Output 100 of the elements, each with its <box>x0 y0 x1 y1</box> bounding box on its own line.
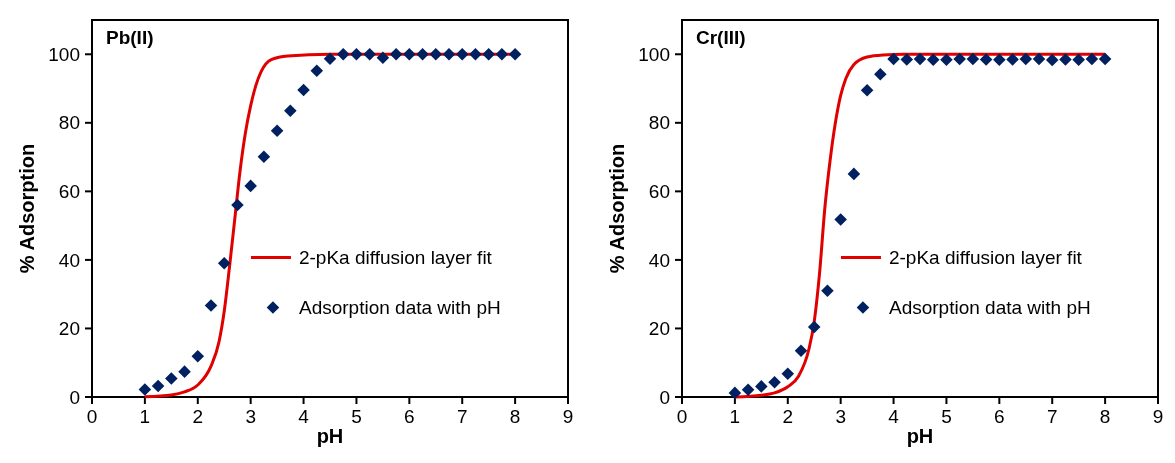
point <box>244 179 257 193</box>
point <box>781 367 795 380</box>
chart-title: Cr(III) <box>696 27 746 48</box>
point <box>482 48 495 61</box>
point <box>834 213 847 226</box>
point <box>821 284 834 298</box>
x-axis-title: pH <box>316 425 344 447</box>
x-tick-label: 7 <box>1046 406 1058 427</box>
y-tick-label: 40 <box>648 249 670 271</box>
y-tick-label: 80 <box>648 112 670 134</box>
point <box>165 372 178 385</box>
y-tick-label: 100 <box>48 43 80 65</box>
point <box>376 51 390 64</box>
y-tick-label: 0 <box>659 386 670 408</box>
point <box>768 375 781 389</box>
x-axis-title: pH <box>906 425 934 447</box>
y-tick-label: 40 <box>58 249 80 271</box>
point <box>389 48 403 61</box>
x-tick-label: 0 <box>86 406 98 427</box>
point <box>455 48 469 61</box>
y-tick-label: 60 <box>648 181 670 203</box>
point <box>204 299 218 312</box>
x-tick-label: 7 <box>456 406 468 427</box>
x-tick-label: 6 <box>994 406 1005 427</box>
point <box>926 53 940 67</box>
legend-label: 2-pKa diffusion layer fit <box>298 247 493 269</box>
x-tick-label: 3 <box>245 406 256 427</box>
point <box>979 53 993 66</box>
point <box>350 48 363 61</box>
chart-title: Pb(II) <box>106 27 154 48</box>
point <box>323 52 337 65</box>
point <box>297 83 310 97</box>
point <box>847 167 861 181</box>
point <box>1098 52 1112 66</box>
point <box>442 48 456 61</box>
x-tick-label: 6 <box>404 406 415 427</box>
point <box>1006 53 1019 66</box>
point <box>416 48 429 61</box>
point <box>508 48 522 61</box>
point <box>755 380 768 393</box>
point <box>429 48 443 61</box>
x-tick-label: 4 <box>298 406 310 427</box>
point <box>138 383 152 396</box>
point <box>741 383 755 397</box>
point <box>807 320 821 334</box>
point <box>794 344 808 358</box>
point <box>1019 52 1033 66</box>
point <box>336 48 350 61</box>
point <box>284 104 297 118</box>
point <box>1072 53 1085 67</box>
x-tick-label: 9 <box>562 406 574 427</box>
point <box>913 52 927 66</box>
point <box>966 52 980 66</box>
point <box>728 386 742 400</box>
point <box>310 64 324 77</box>
point <box>495 48 509 61</box>
legend-label: Adsorption data with pH <box>888 297 1091 319</box>
point <box>887 52 900 66</box>
y-axis-title: % Adsorption <box>16 143 38 274</box>
y-axis-title: % Adsorption <box>606 143 628 274</box>
x-tick-label: 0 <box>676 406 688 427</box>
y-tick-label: 80 <box>58 112 80 134</box>
x-tick-label: 3 <box>835 406 846 427</box>
point <box>874 67 887 81</box>
point <box>469 48 482 61</box>
point <box>900 53 914 66</box>
point <box>270 124 284 137</box>
point <box>953 52 966 66</box>
x-tick-label: 2 <box>782 406 794 427</box>
point <box>217 257 231 270</box>
point <box>403 48 416 61</box>
x-tick-label: 5 <box>941 406 952 427</box>
point <box>940 53 953 67</box>
y-tick-label: 20 <box>58 318 80 340</box>
point <box>860 83 874 97</box>
point <box>151 379 165 393</box>
x-tick-label: 8 <box>509 406 521 427</box>
point <box>993 53 1006 67</box>
x-tick-label: 5 <box>351 406 362 427</box>
x-tick-label: 2 <box>192 406 204 427</box>
point <box>1045 53 1059 67</box>
legend-label: Adsorption data with pH <box>298 297 501 319</box>
x-tick-label: 1 <box>139 406 151 427</box>
point <box>178 365 191 378</box>
point <box>1059 53 1072 66</box>
x-tick-label: 9 <box>1152 406 1164 427</box>
point <box>231 198 244 212</box>
x-tick-label: 8 <box>1099 406 1111 427</box>
x-tick-label: 1 <box>729 406 741 427</box>
point <box>1085 52 1099 66</box>
y-tick-label: 60 <box>58 181 80 203</box>
point <box>257 150 271 164</box>
point <box>191 349 205 363</box>
y-tick-label: 20 <box>648 318 670 340</box>
point <box>1032 52 1046 66</box>
legend-label: 2-pKa diffusion layer fit <box>888 247 1083 269</box>
y-tick-label: 100 <box>638 43 670 65</box>
y-tick-label: 0 <box>69 386 80 408</box>
point <box>363 48 376 61</box>
x-tick-label: 4 <box>888 406 900 427</box>
